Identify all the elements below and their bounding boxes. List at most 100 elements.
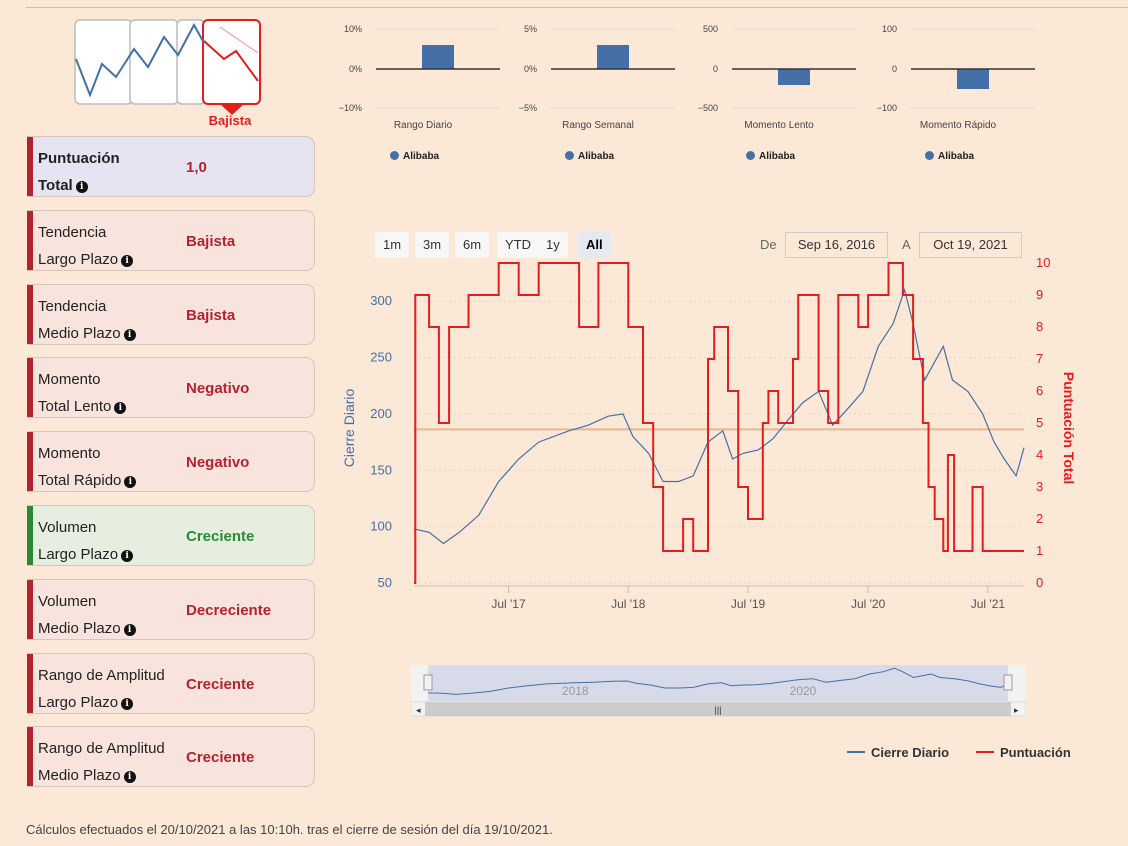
info-icon[interactable]: i [75, 181, 88, 193]
panel-label-line1: Rango de Amplitud [38, 666, 165, 684]
mini-title: Rango Diario [394, 120, 453, 131]
info-icon[interactable]: i [123, 771, 136, 784]
indicator-panel[interactable]: Puntuación Total i 1,0 [27, 136, 315, 197]
info-icon[interactable]: i [114, 402, 127, 415]
info-icon[interactable]: i [124, 476, 137, 489]
indicator-panel[interactable]: Rango de Amplitud Largo Plazo i Creciente [27, 652, 315, 714]
range-button[interactable]: All [578, 232, 611, 258]
footer-note: Cálculos efectuados el 20/10/2021 a las … [26, 822, 553, 837]
indicator-panel[interactable]: Rango de Amplitud Medio Plazo i Creciente [27, 726, 315, 788]
mini-legend-label: Alibaba [759, 151, 796, 162]
scroll-right-icon[interactable]: ▸ [1014, 705, 1019, 715]
indicator-panel[interactable]: Tendencia Largo Plazo i Bajista [27, 209, 315, 273]
mini-legend[interactable]: Alibaba [390, 151, 439, 162]
mini-tick: 500 [703, 24, 718, 34]
panel-label-line2: Total Rápido [38, 472, 122, 490]
range-button[interactable]: 6m [455, 232, 490, 258]
panel-value: Creciente [186, 528, 255, 545]
panel-label-line2: Largo Plazo [38, 250, 119, 268]
navigator-handle-right[interactable] [1003, 674, 1013, 691]
mini-legend[interactable]: Alibaba [746, 151, 795, 162]
y-right-tick: 5 [1036, 415, 1043, 430]
indicator-panel[interactable]: Momento Total Rápido i Negativo [27, 431, 315, 494]
mini-chart: 500 0 −500 Momento Lento Alibaba [686, 18, 861, 173]
panel-label: Momento Total Rápido i [38, 440, 137, 494]
to-date-input[interactable]: Oct 19, 2021 [919, 232, 1022, 258]
range-button[interactable]: 1m [375, 232, 410, 258]
panel-label-line2: Medio Plazo [38, 324, 121, 342]
panel-label-line2: Total [38, 177, 73, 194]
mini-chart: 100 0 −100 Momento Rápido Alibaba [865, 18, 1040, 173]
indicator-panel[interactable]: Tendencia Medio Plazo i Bajista [27, 283, 315, 345]
y-left-tick: 100 [370, 519, 392, 534]
info-icon[interactable]: i [121, 254, 134, 267]
panel-label-line2: Total Lento [38, 398, 112, 416]
x-tick: Jul '18 [611, 597, 646, 611]
panel-label-line2: Medio Plazo [38, 619, 121, 637]
trend-badge-label: Bajista [209, 113, 252, 128]
info-icon[interactable]: i [121, 697, 134, 710]
panel-label: Tendencia Largo Plazo i [38, 219, 134, 273]
panel-label-line1: Momento [38, 445, 101, 463]
panel-label: Momento Total Lento i [38, 366, 127, 420]
y-left-tick: 300 [370, 293, 392, 308]
range-button[interactable]: 1y [538, 232, 568, 258]
y-left-tick: 200 [370, 406, 392, 421]
range-button[interactable]: YTD [497, 232, 539, 258]
mini-legend[interactable]: Alibaba [565, 151, 614, 162]
mini-legend[interactable]: Alibaba [925, 151, 974, 162]
scrollbar-thumb[interactable] [425, 702, 1011, 716]
navigator-handle-left[interactable] [423, 674, 433, 691]
indicator-panel[interactable]: Volumen Medio Plazo i Decreciente [27, 578, 315, 640]
panel-accent [27, 284, 33, 344]
panel-label-line1: Tendencia [38, 223, 107, 241]
panel-accent [27, 137, 33, 196]
panel-value: Bajista [186, 306, 236, 324]
panel-label-line2: Medio Plazo [38, 767, 121, 785]
mini-bar[interactable] [778, 69, 810, 85]
x-tick: Jul '19 [731, 597, 766, 611]
panel-label-line1: Momento [38, 371, 101, 389]
legend-dot-icon [925, 151, 934, 160]
panel-label-line1: Puntuación [38, 150, 120, 167]
y-right-tick: 0 [1036, 575, 1043, 590]
legend-cierre[interactable]: Cierre Diario [847, 745, 949, 760]
scrollbar-grip-icon[interactable]: ||| [714, 705, 721, 715]
navigator-label: 2020 [790, 684, 817, 698]
legend-cierre-label: Cierre Diario [871, 745, 950, 760]
indicator-panel[interactable]: Volumen Largo Plazo i Creciente [27, 505, 315, 566]
panel-label-line2: Largo Plazo [38, 693, 119, 711]
navigator-series [427, 667, 1009, 695]
legend-dot-icon [565, 151, 574, 160]
info-icon[interactable]: i [123, 328, 136, 341]
legend-puntuacion[interactable]: Puntuación [976, 745, 1071, 760]
mini-tick: −5% [519, 103, 537, 113]
series-line-puntuacion[interactable] [414, 262, 1024, 584]
y-right-tick: 9 [1036, 287, 1043, 302]
info-icon[interactable]: i [121, 550, 134, 562]
mini-bar[interactable] [597, 45, 629, 69]
y-right-tick: 10 [1036, 255, 1050, 270]
mini-title: Momento Rápido [920, 120, 997, 131]
mini-bar[interactable] [422, 45, 454, 69]
mini-tick: 0 [713, 64, 718, 74]
legend-dot-icon [390, 151, 399, 160]
navigator[interactable]: 2018 2020 ◂ ▸ ||| [411, 665, 1025, 719]
from-date-input[interactable]: Sep 16, 2016 [785, 232, 888, 258]
panel-accent [27, 727, 33, 787]
navigator-label: 2018 [562, 684, 589, 698]
mini-bar[interactable] [957, 69, 989, 89]
y-right-tick: 1 [1036, 543, 1043, 558]
scroll-left-icon[interactable]: ◂ [416, 705, 421, 715]
series-line-cierre[interactable] [413, 287, 1025, 545]
y-left-tick: 250 [370, 350, 392, 365]
mini-tick: −100 [877, 103, 897, 113]
indicator-panel[interactable]: Momento Total Lento i Negativo [27, 357, 315, 420]
mini-title: Momento Lento [744, 120, 814, 131]
panel-value: Negativo [186, 454, 250, 472]
range-button[interactable]: 3m [415, 232, 450, 258]
info-icon[interactable]: i [123, 623, 136, 636]
mini-tick: 0% [524, 64, 537, 74]
panel-value: Bajista [186, 232, 236, 250]
